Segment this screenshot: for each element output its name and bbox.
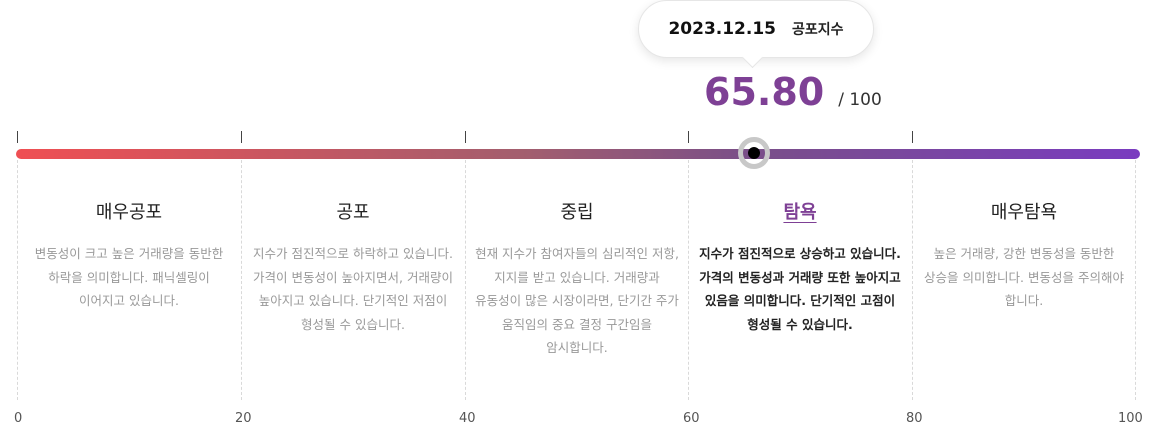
zone-description-active: 지수가 점진적으로 상승하고 있습니다. 가격의 변동성과 거래량 또한 높아지…	[699, 246, 901, 332]
zone-extreme-fear: 매우공포 변동성이 크고 높은 거래량을 동반한 하락을 의미합니다. 패닉셀링…	[24, 200, 234, 313]
gauge-marker-dot	[748, 147, 760, 159]
scale-tick	[241, 131, 242, 143]
zone-title: 중립	[560, 202, 594, 223]
axis-label: 80	[906, 411, 923, 426]
zone-description: 변동성이 크고 높은 거래량을 동반한 하락을 의미합니다. 패닉셀링이 이어지…	[34, 246, 224, 308]
score-max: / 100	[838, 90, 882, 110]
zone-divider	[17, 160, 18, 400]
tooltip-label: 공포지수	[792, 22, 844, 38]
zone-description: 높은 거래량, 강한 변동성을 동반한 상승을 의미합니다. 변동성을 주의해야…	[924, 246, 1124, 308]
axis-label: 20	[235, 411, 252, 426]
score-readout: 65.80 / 100	[704, 70, 882, 120]
zone-divider	[1135, 160, 1136, 400]
scale-tick	[688, 131, 689, 143]
zone-divider	[241, 160, 242, 400]
zone-title: 매우공포	[95, 202, 163, 223]
axis-label: 100	[1118, 411, 1143, 426]
zone-title-active[interactable]: 탐욕	[783, 202, 817, 223]
scale-tick	[465, 131, 466, 143]
axis-label: 0	[14, 411, 23, 426]
score-value: 65.80	[704, 70, 825, 114]
fear-greed-gauge-bar	[16, 149, 1140, 159]
zone-divider	[688, 160, 689, 400]
axis-label: 40	[459, 411, 476, 426]
date-tooltip: 2023.12.15 공포지수	[638, 0, 874, 58]
zone-title: 공포	[336, 202, 370, 223]
gauge-marker-ring	[738, 137, 770, 169]
zone-divider	[465, 160, 466, 400]
zone-title: 매우탐욕	[990, 202, 1058, 223]
axis-label: 60	[683, 411, 700, 426]
zone-extreme-greed: 매우탐욕 높은 거래량, 강한 변동성을 동반한 상승을 의미합니다. 변동성을…	[919, 200, 1129, 313]
zone-description: 지수가 점진적으로 하락하고 있습니다. 가격이 변동성이 높아지면서, 거래량…	[253, 246, 453, 332]
zone-description: 현재 지수가 참여자들의 심리적인 저항, 지지를 받고 있습니다. 거래량과 …	[475, 246, 679, 355]
zone-neutral: 중립 현재 지수가 참여자들의 심리적인 저항, 지지를 받고 있습니다. 거래…	[472, 200, 682, 360]
zone-greed: 탐욕 지수가 점진적으로 상승하고 있습니다. 가격의 변동성과 거래량 또한 …	[695, 200, 905, 336]
scale-tick	[912, 131, 913, 143]
tooltip-date: 2023.12.15	[668, 19, 776, 39]
zone-divider	[912, 160, 913, 400]
scale-tick	[17, 131, 18, 143]
zone-fear: 공포 지수가 점진적으로 하락하고 있습니다. 가격이 변동성이 높아지면서, …	[248, 200, 458, 336]
